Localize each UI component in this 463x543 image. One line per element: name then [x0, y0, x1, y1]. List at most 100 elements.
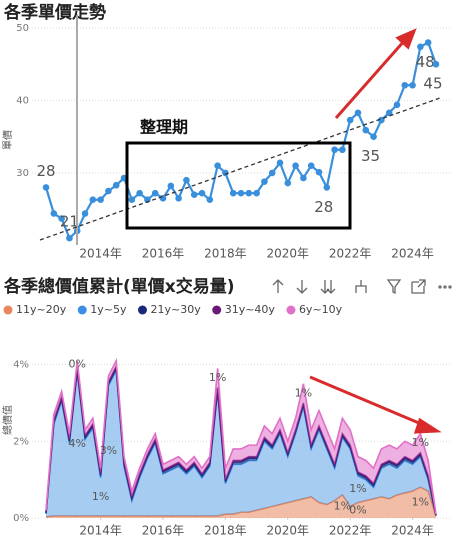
data-label: 48 [416, 53, 435, 71]
x-tick-label: 2018年 [204, 524, 247, 538]
point [66, 234, 73, 242]
drill-icon[interactable] [320, 280, 336, 294]
data-label: 4% [69, 437, 86, 450]
point [128, 196, 136, 204]
point [268, 169, 276, 177]
y-tick-label: 0% [13, 513, 29, 524]
x-tick-label: 2014年 [79, 524, 122, 538]
area [46, 487, 436, 518]
data-label: 3% [100, 444, 117, 457]
point [253, 189, 260, 197]
y-tick-label: 30 [16, 168, 29, 179]
point [237, 189, 245, 197]
x-tick-label: 2020年 [267, 247, 310, 261]
x-tick-label: 2016年 [142, 247, 185, 261]
data-label: 1% [92, 490, 109, 503]
area-edge [45, 357, 437, 515]
sort-down-icon[interactable] [296, 280, 308, 294]
point [307, 162, 315, 169]
point [261, 178, 268, 185]
point [370, 133, 377, 140]
point [432, 60, 440, 68]
point [112, 181, 120, 189]
y-tick-label: 40 [16, 95, 29, 106]
point [276, 159, 284, 167]
point [167, 182, 175, 190]
point [417, 43, 424, 51]
point [183, 176, 190, 184]
point [151, 189, 159, 197]
point [105, 187, 112, 195]
highlight-box [125, 141, 352, 230]
x-tick-label: 2018年 [204, 247, 247, 261]
x-tick-label: 2024年 [391, 247, 434, 261]
point [97, 196, 104, 204]
y-tick-label: 4% [13, 360, 29, 371]
sort-up-icon[interactable] [272, 279, 284, 293]
legend-swatch [137, 305, 147, 315]
data-label: 1% [334, 499, 351, 512]
point [159, 194, 167, 202]
point [339, 146, 346, 154]
more-icon[interactable] [443, 285, 447, 289]
legend-label: 21y~30y [150, 303, 201, 316]
data-label: 1% [412, 496, 429, 509]
legend-label: 31y~40y [225, 303, 276, 316]
x-tick-label: 2016年 [142, 524, 185, 538]
point [315, 168, 323, 176]
point [222, 169, 229, 177]
y-axis-label: 總價值 [1, 405, 14, 435]
more-icon[interactable] [438, 285, 442, 289]
x-tick-label: 2014年 [79, 247, 122, 261]
filter-icon[interactable] [386, 279, 402, 295]
point [300, 174, 307, 182]
data-label: 1% [209, 371, 226, 384]
chart-title: 各季總價值累計(單價x交易量) [3, 276, 235, 297]
area [46, 370, 436, 517]
data-label: 28 [36, 162, 55, 180]
annotation: 整理期 [139, 118, 188, 137]
x-tick-label: 2020年 [267, 524, 310, 538]
legend-label: 6y~10y [299, 303, 343, 316]
trend-line [39, 97, 441, 241]
data-label: 21 [60, 213, 79, 231]
point [401, 81, 409, 89]
point [42, 184, 50, 191]
data-label: 0% [69, 358, 86, 371]
legend-swatch [286, 305, 296, 315]
area-edge [45, 486, 437, 518]
data-label: 1% [295, 386, 312, 399]
point [136, 189, 143, 197]
legend-swatch [212, 305, 222, 315]
point [362, 126, 370, 134]
toolbar-icons[interactable] [272, 279, 452, 295]
expand-icon[interactable] [411, 279, 426, 294]
y-tick-label: 50 [16, 23, 29, 34]
x-tick-label: 2022年 [329, 247, 372, 261]
data-label: 1% [412, 436, 429, 449]
point [245, 189, 253, 197]
point [50, 210, 58, 217]
data-label: 35 [361, 147, 380, 165]
point [424, 39, 432, 46]
point [378, 116, 385, 124]
x-tick-label: 2022年 [329, 524, 372, 538]
point [198, 189, 206, 197]
data-label: 0% [349, 503, 366, 516]
point [214, 162, 221, 169]
point [393, 101, 401, 109]
data-label: 28 [314, 198, 333, 216]
point [81, 210, 89, 217]
more-icon[interactable] [448, 285, 452, 289]
point [89, 196, 97, 204]
point [175, 194, 182, 202]
legend-swatch [77, 305, 87, 315]
y-axis-label: 單價 [1, 130, 14, 150]
point [331, 146, 338, 154]
point [354, 109, 362, 117]
point [229, 189, 237, 197]
hierarchy-icon[interactable] [355, 280, 367, 293]
point [206, 196, 214, 204]
x-tick-label: 2024年 [391, 524, 434, 538]
point [284, 179, 292, 187]
